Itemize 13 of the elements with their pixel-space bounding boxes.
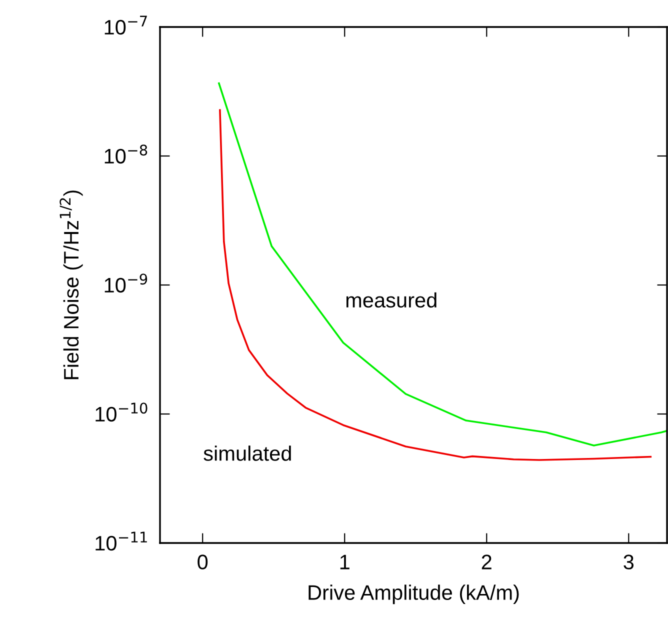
y-axis-title: Field Noise (T/Hz$^{1/2}$) (60, 190, 83, 380)
y-tick-label: 10$^{−7}$ (104, 16, 147, 35)
x-axis-title: Drive Amplitude (kA/m) (308, 584, 519, 604)
x-tick-label: 0 (198, 554, 208, 570)
y-tick-label: 10$^{−10}$ (96, 402, 148, 422)
x-tick-label: 2 (482, 554, 492, 570)
series-label: simulated (204, 446, 291, 461)
series-label: measured (346, 292, 436, 308)
y-tick-label: 10$^{−11}$ (96, 532, 147, 551)
x-tick-label: 3 (624, 554, 634, 570)
y-tick-label: 10$^{−9}$ (104, 274, 148, 293)
x-tick-label: 1 (340, 554, 350, 570)
y-tick-label: 10$^{−8}$ (104, 144, 148, 164)
